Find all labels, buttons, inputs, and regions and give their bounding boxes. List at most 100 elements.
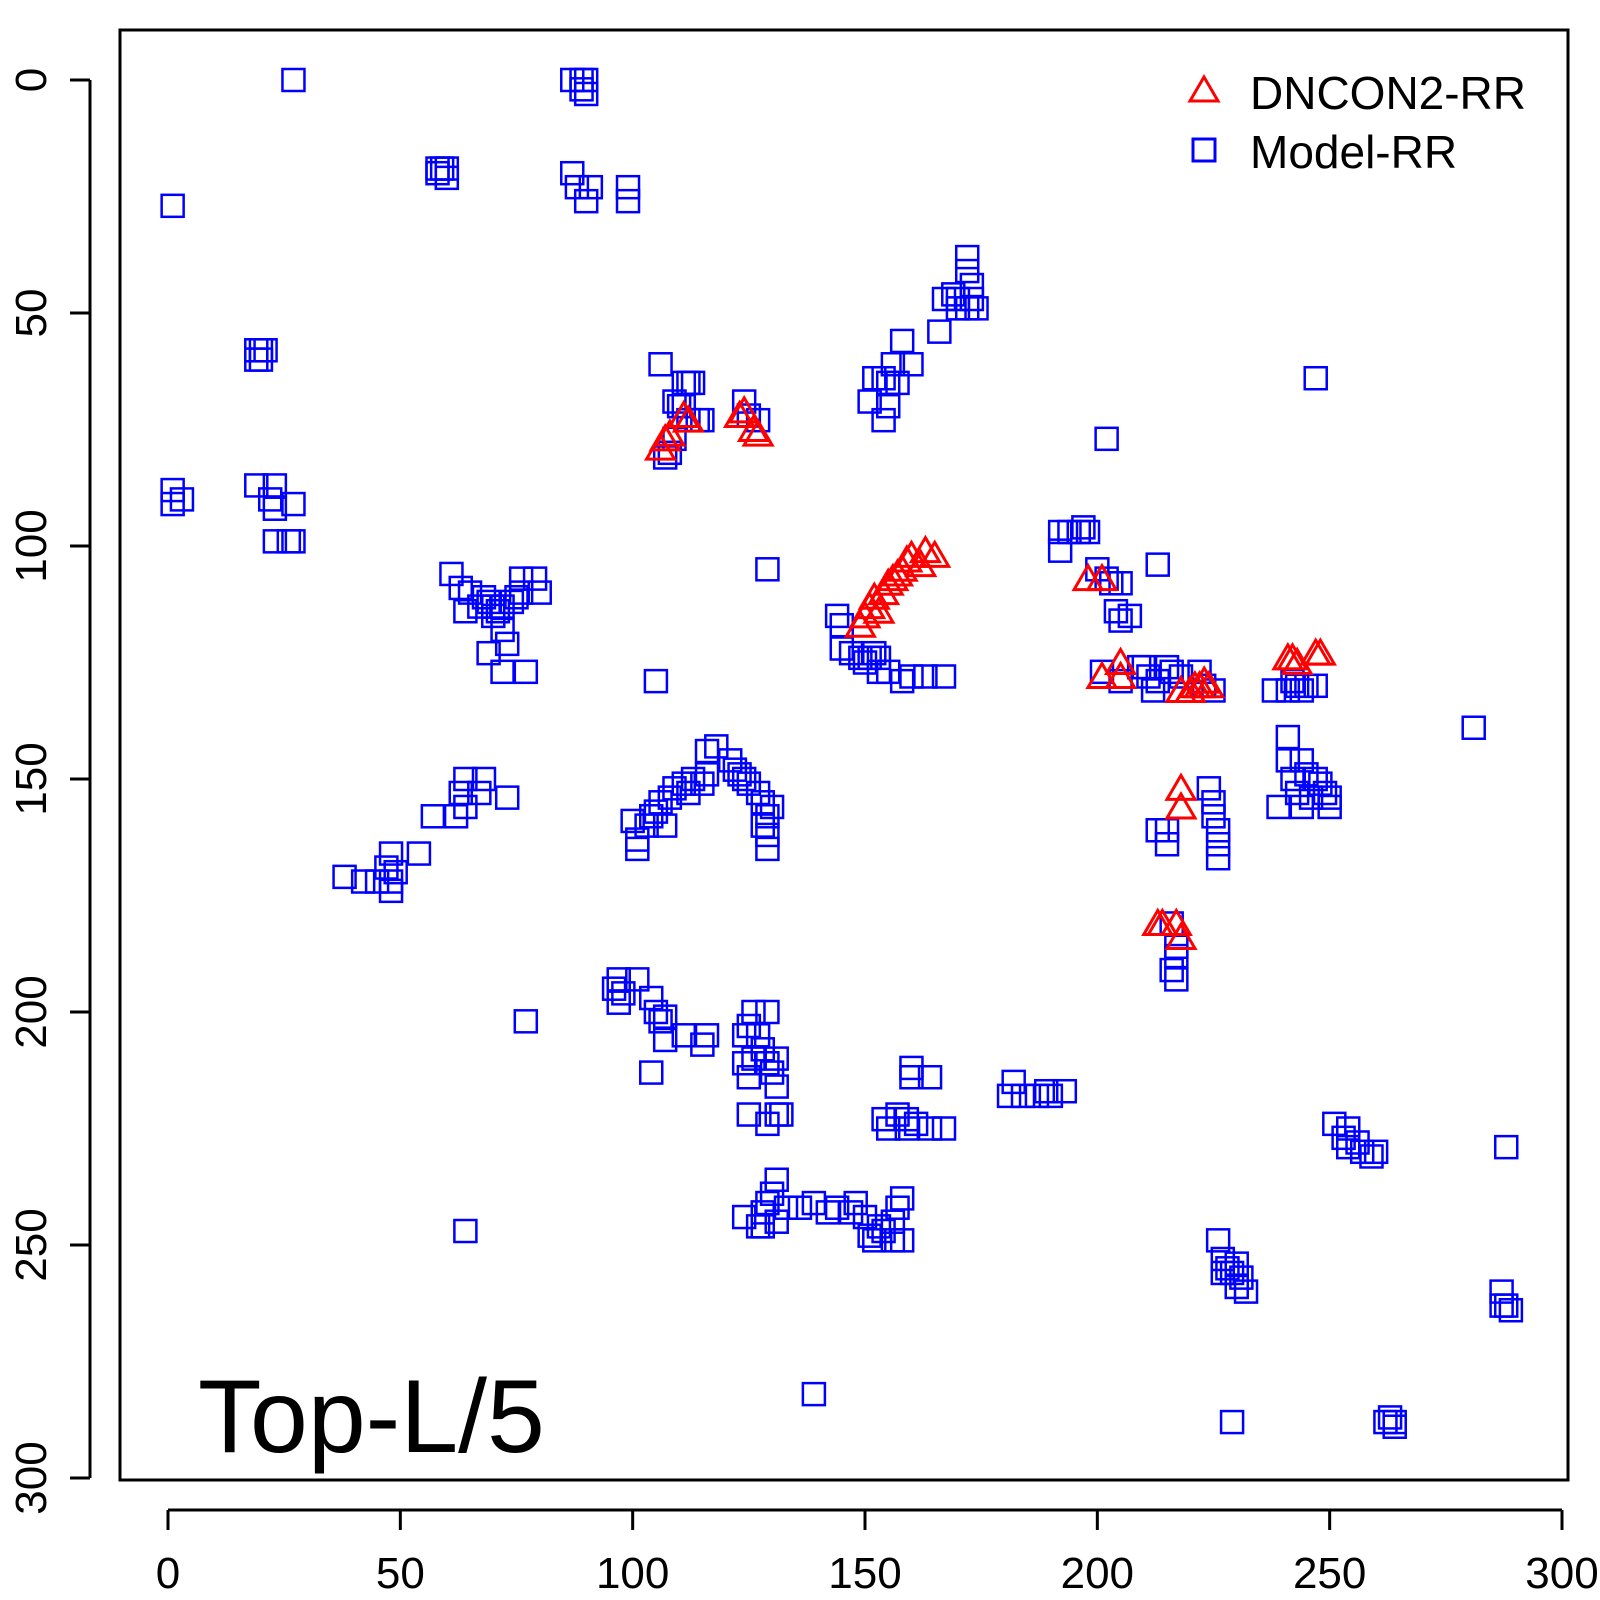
point-model-rr [573, 81, 599, 107]
point-model-rr [648, 352, 673, 377]
point-model-rr [913, 664, 938, 689]
point-model-rr [1038, 1083, 1064, 1109]
point-model-rr [1233, 1279, 1259, 1304]
legend-symbol-dncon2-rr [1187, 74, 1221, 103]
point-model-rr [769, 1102, 794, 1127]
point-model-rr [378, 878, 404, 904]
point-model-rr [160, 193, 185, 219]
point-model-rr [676, 780, 701, 806]
point-model-rr [457, 580, 483, 605]
point-model-rr [917, 1116, 943, 1141]
point-dncon2-rr [1085, 660, 1119, 689]
point-model-rr [875, 393, 901, 419]
point-model-rr [857, 389, 882, 414]
point-dncon2-rr [1164, 772, 1198, 801]
point-model-rr [257, 487, 283, 512]
point-dncon2-rr [1071, 562, 1105, 592]
point-model-rr [625, 836, 650, 862]
y-tick-label: 100 [7, 509, 56, 582]
point-model-rr [871, 365, 896, 391]
point-model-rr [160, 491, 185, 517]
point-dncon2-rr [1192, 669, 1226, 699]
legend-label-dncon2-rr: DNCON2-RR [1250, 67, 1526, 119]
point-model-rr [773, 1195, 799, 1220]
point-model-rr [750, 790, 776, 815]
point-model-rr [471, 585, 497, 610]
point-dncon2-rr [918, 539, 952, 568]
y-tick-label: 50 [7, 289, 56, 338]
point-model-rr [1145, 552, 1170, 577]
point-model-rr [467, 594, 492, 619]
point-model-rr [1289, 748, 1315, 773]
point-dncon2-rr [722, 399, 757, 429]
point-model-rr [1201, 790, 1226, 815]
point-model-rr [522, 566, 548, 591]
point-model-rr [694, 738, 720, 764]
point-model-rr [1205, 831, 1231, 857]
point-model-rr [787, 1195, 813, 1220]
point-model-rr [1294, 762, 1319, 787]
point-model-rr [1196, 776, 1222, 801]
point-model-rr [1349, 1139, 1375, 1165]
point-model-rr [755, 804, 780, 829]
point-model-rr [1359, 1144, 1384, 1169]
point-model-rr [443, 804, 469, 829]
point-model-rr [281, 491, 306, 517]
point-model-rr [244, 338, 269, 363]
point-dncon2-rr [727, 394, 761, 424]
point-model-rr [634, 813, 659, 838]
point-model-rr [862, 1228, 887, 1253]
point-model-rr [1205, 845, 1231, 871]
point-model-rr [244, 473, 269, 498]
point-model-rr [1303, 673, 1328, 699]
point-model-rr [350, 869, 376, 894]
point-model-rr [996, 1083, 1022, 1109]
point-dncon2-rr [1085, 562, 1119, 592]
point-model-rr [508, 580, 534, 605]
point-model-rr [262, 496, 288, 521]
y-tick-label: 200 [7, 975, 56, 1048]
point-model-rr [862, 365, 887, 391]
point-model-rr [434, 165, 460, 191]
point-model-rr [1210, 1260, 1236, 1286]
point-model-rr [657, 440, 683, 466]
point-model-rr [494, 785, 520, 810]
point-model-rr [885, 1195, 910, 1220]
point-model-rr [1382, 1414, 1407, 1439]
point-model-rr [722, 757, 748, 782]
point-model-rr [560, 160, 585, 186]
point-model-rr [694, 1023, 720, 1048]
point-dncon2-rr [1164, 790, 1198, 820]
point-model-rr [1493, 1134, 1519, 1160]
point-dncon2-rr [653, 418, 687, 447]
point-model-rr [838, 1200, 864, 1225]
point-model-rr [1001, 1069, 1026, 1095]
point-model-rr [801, 1190, 827, 1216]
point-model-rr [606, 990, 631, 1015]
point-model-rr [1298, 785, 1324, 810]
point-model-rr [276, 529, 302, 554]
point-model-rr [1303, 365, 1328, 391]
point-dncon2-rr [1141, 907, 1175, 936]
point-model-rr [871, 1218, 896, 1244]
x-tick-label: 100 [596, 1549, 669, 1598]
x-tick-label: 300 [1525, 1549, 1598, 1598]
point-model-rr [894, 1116, 920, 1141]
point-dncon2-rr [880, 557, 915, 587]
point-model-rr [731, 766, 757, 792]
point-model-rr [652, 1004, 678, 1029]
panel-label: Top-L/5 [198, 1359, 545, 1475]
point-model-rr [1224, 1251, 1249, 1276]
x-tick-label: 200 [1061, 1549, 1134, 1598]
point-model-rr [736, 1064, 762, 1090]
point-model-rr [615, 188, 641, 214]
point-model-rr [476, 640, 501, 666]
point-model-rr [652, 1027, 678, 1053]
point-model-rr [1033, 1078, 1059, 1104]
point-model-rr [1382, 1409, 1407, 1435]
point-model-rr [429, 156, 455, 181]
point-model-rr [755, 1111, 780, 1137]
point-model-rr [866, 1214, 892, 1239]
point-model-rr [662, 389, 687, 414]
legend-label-model-rr: Model-RR [1250, 126, 1457, 178]
